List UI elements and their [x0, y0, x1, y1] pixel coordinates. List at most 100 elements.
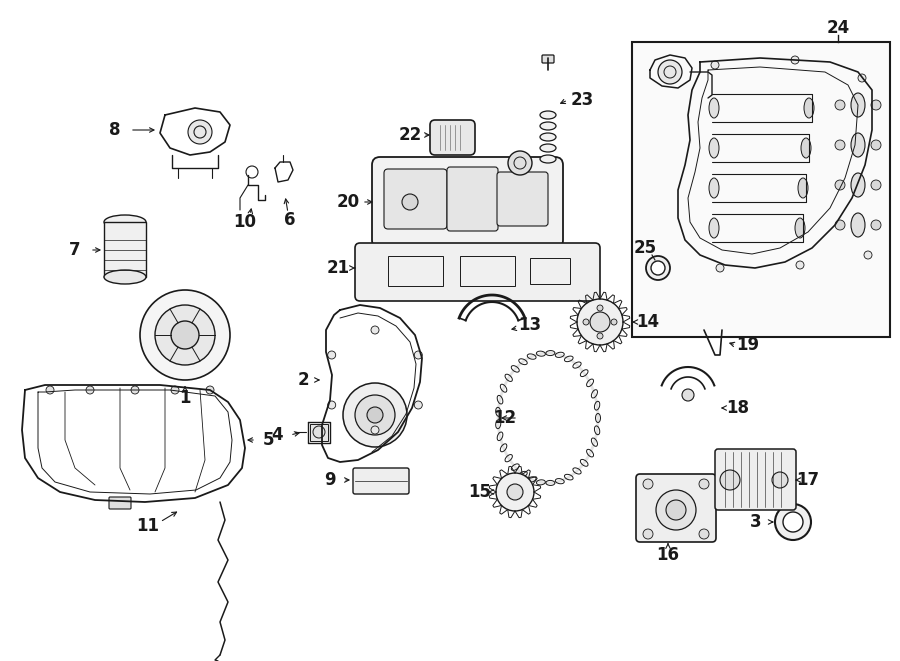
FancyBboxPatch shape — [384, 169, 447, 229]
Ellipse shape — [804, 98, 814, 118]
FancyBboxPatch shape — [372, 157, 563, 248]
Circle shape — [171, 321, 199, 349]
Text: 15: 15 — [469, 483, 491, 501]
Text: 14: 14 — [636, 313, 660, 331]
Circle shape — [835, 220, 845, 230]
FancyBboxPatch shape — [355, 243, 600, 301]
Circle shape — [597, 333, 603, 339]
Text: 12: 12 — [493, 409, 517, 427]
Circle shape — [835, 100, 845, 110]
Circle shape — [871, 140, 881, 150]
Circle shape — [402, 194, 418, 210]
Text: 4: 4 — [271, 426, 283, 444]
Circle shape — [328, 351, 336, 359]
Circle shape — [155, 305, 215, 365]
Ellipse shape — [540, 122, 556, 130]
Ellipse shape — [709, 178, 719, 198]
Circle shape — [651, 261, 665, 275]
Text: 2: 2 — [297, 371, 309, 389]
FancyBboxPatch shape — [715, 449, 796, 510]
Circle shape — [188, 120, 212, 144]
FancyBboxPatch shape — [542, 55, 554, 63]
Text: 6: 6 — [284, 211, 296, 229]
Circle shape — [682, 389, 694, 401]
Circle shape — [414, 401, 422, 409]
Circle shape — [643, 529, 653, 539]
Circle shape — [711, 61, 719, 69]
FancyBboxPatch shape — [353, 468, 409, 494]
Circle shape — [835, 180, 845, 190]
Circle shape — [871, 220, 881, 230]
Text: 23: 23 — [571, 91, 594, 109]
Circle shape — [496, 473, 534, 511]
Text: 8: 8 — [109, 121, 121, 139]
Bar — [632, 42, 890, 337]
Circle shape — [414, 351, 422, 359]
Circle shape — [656, 490, 696, 530]
Circle shape — [206, 386, 214, 394]
Circle shape — [791, 56, 799, 64]
FancyBboxPatch shape — [109, 497, 131, 509]
Text: 18: 18 — [726, 399, 750, 417]
Circle shape — [46, 386, 54, 394]
Circle shape — [577, 299, 623, 345]
Circle shape — [666, 500, 686, 520]
Text: 9: 9 — [324, 471, 336, 489]
Ellipse shape — [709, 98, 719, 118]
FancyBboxPatch shape — [447, 167, 498, 231]
Text: 17: 17 — [796, 471, 820, 489]
Text: 20: 20 — [337, 193, 360, 211]
Text: 25: 25 — [634, 239, 657, 257]
FancyBboxPatch shape — [636, 474, 716, 542]
Ellipse shape — [540, 144, 556, 152]
Ellipse shape — [540, 111, 556, 119]
Circle shape — [328, 401, 336, 409]
Circle shape — [140, 290, 230, 380]
Circle shape — [171, 386, 179, 394]
Circle shape — [835, 140, 845, 150]
Text: 10: 10 — [233, 213, 256, 231]
Bar — [310, 424, 328, 441]
Text: 1: 1 — [179, 389, 191, 407]
Ellipse shape — [540, 155, 556, 163]
Circle shape — [858, 74, 866, 82]
Circle shape — [507, 484, 523, 500]
Text: 3: 3 — [751, 513, 761, 531]
Circle shape — [704, 319, 720, 335]
Circle shape — [716, 264, 724, 272]
Circle shape — [783, 512, 803, 532]
Circle shape — [508, 151, 532, 175]
Ellipse shape — [104, 270, 146, 284]
Circle shape — [590, 312, 610, 332]
Ellipse shape — [851, 173, 865, 197]
Circle shape — [658, 60, 682, 84]
Ellipse shape — [709, 218, 719, 238]
Ellipse shape — [798, 178, 808, 198]
Text: 21: 21 — [327, 259, 349, 277]
Bar — [104, 222, 146, 277]
Text: 11: 11 — [137, 517, 159, 535]
Ellipse shape — [709, 138, 719, 158]
Ellipse shape — [104, 215, 146, 229]
Ellipse shape — [540, 133, 556, 141]
Circle shape — [597, 305, 603, 311]
Ellipse shape — [795, 218, 805, 238]
Circle shape — [371, 326, 379, 334]
Circle shape — [643, 479, 653, 489]
Text: 13: 13 — [518, 316, 542, 334]
FancyBboxPatch shape — [497, 172, 548, 226]
Ellipse shape — [851, 213, 865, 237]
Ellipse shape — [801, 138, 811, 158]
Circle shape — [699, 479, 709, 489]
Ellipse shape — [851, 133, 865, 157]
Circle shape — [871, 100, 881, 110]
Text: 7: 7 — [69, 241, 81, 259]
FancyBboxPatch shape — [430, 120, 475, 155]
Circle shape — [646, 256, 670, 280]
Circle shape — [367, 407, 383, 423]
Circle shape — [313, 426, 325, 438]
Bar — [460, 256, 515, 286]
Circle shape — [864, 251, 872, 259]
Circle shape — [775, 504, 811, 540]
Text: 16: 16 — [656, 546, 680, 564]
